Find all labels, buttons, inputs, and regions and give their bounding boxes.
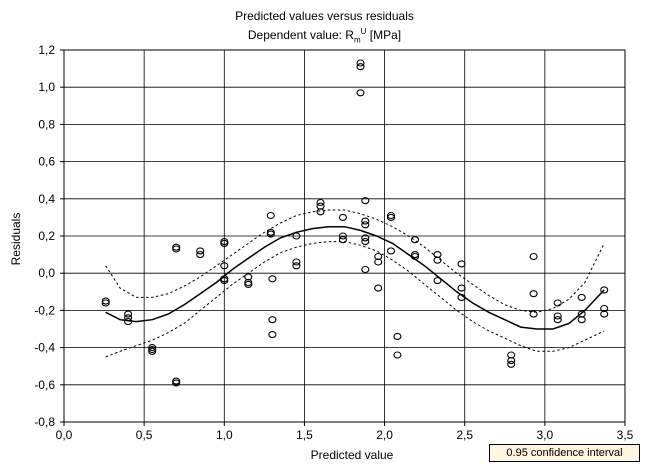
data-point: [457, 284, 466, 292]
y-tick-label: -0,4: [34, 341, 55, 355]
data-point: [410, 236, 420, 244]
y-tick-label: 0,0: [38, 266, 55, 280]
data-point: [196, 247, 205, 255]
data-point: [457, 260, 466, 268]
x-tick-label: 1,0: [216, 428, 233, 442]
y-tick-label: 1,2: [38, 43, 55, 57]
data-point: [124, 318, 133, 326]
data-point: [410, 252, 420, 261]
data-point: [124, 310, 133, 318]
subtitle-superscript: U: [360, 27, 367, 36]
data-point: [600, 310, 609, 318]
data-points: [101, 59, 609, 387]
data-point: [268, 331, 277, 339]
x-tick-label: 0,0: [56, 428, 73, 442]
data-point: [529, 252, 538, 261]
data-point: [266, 211, 275, 220]
data-point: [433, 277, 442, 285]
axis-ticks: 0,0 0,5 1,0 1,5 2,0 2,5 3,0 3,5 -0,8 -0,6 -0,4 -0,2…: [34, 43, 633, 442]
data-point: [220, 262, 229, 270]
x-axis-label: Predicted value: [310, 448, 394, 462]
data-point: [393, 332, 402, 340]
data-point: [338, 232, 347, 240]
data-point: [507, 360, 516, 368]
data-point: [244, 280, 253, 288]
data-point: [553, 316, 562, 324]
data-point: [577, 316, 586, 324]
data-point: [361, 238, 370, 246]
x-tick-label: 2,5: [456, 428, 473, 442]
data-point: [553, 299, 562, 307]
data-point: [292, 232, 301, 240]
data-point: [292, 262, 301, 270]
y-axis-label: Residuals: [9, 212, 23, 266]
data-point: [433, 256, 442, 264]
subtitle-prefix: Dependent value: R: [247, 28, 354, 42]
data-point: [361, 197, 370, 205]
chart-subtitle: Dependent value: RmU [MPa]: [0, 27, 649, 44]
data-point: [374, 258, 383, 266]
data-point: [553, 312, 562, 320]
data-point: [101, 299, 110, 307]
y-tick-label: 0,8: [38, 117, 55, 131]
data-point: [172, 379, 181, 387]
x-tick-label: 1,5: [296, 428, 313, 442]
data-point: [386, 247, 396, 255]
data-point: [196, 251, 205, 259]
y-tick-label: -0,8: [34, 415, 55, 429]
data-point: [148, 347, 157, 355]
subtitle-subscript: m: [353, 35, 361, 45]
data-point: [220, 277, 229, 285]
y-tick-label: -0,6: [34, 378, 55, 392]
fit-curve: [105, 225, 605, 330]
data-point: [361, 217, 370, 225]
y-tick-label: 0,6: [38, 155, 55, 169]
data-point: [361, 234, 370, 242]
data-point: [172, 245, 181, 253]
data-point: [361, 265, 370, 274]
data-point: [361, 221, 370, 229]
grid-lines: [64, 50, 625, 422]
regression-fit-line: [105, 225, 605, 330]
data-point: [338, 236, 347, 244]
data-point: [268, 316, 277, 324]
y-tick-label: -0,2: [34, 303, 55, 317]
data-point: [529, 310, 538, 318]
data-point: [529, 290, 538, 298]
x-tick-label: 2,0: [376, 428, 393, 442]
chart-title: Predicted values versus residuals: [235, 9, 414, 23]
data-point: [507, 357, 516, 365]
data-point: [316, 208, 325, 216]
data-point: [124, 314, 133, 322]
legend-box: 0.95 confidence interval: [489, 444, 640, 462]
x-tick-label: 3,0: [537, 428, 554, 442]
data-point: [220, 239, 229, 247]
data-point: [266, 230, 275, 238]
data-point: [577, 293, 586, 301]
data-point: [600, 286, 609, 294]
y-tick-label: 0,2: [38, 229, 55, 243]
data-point: [374, 284, 383, 292]
data-point: [457, 293, 466, 301]
data-point: [356, 59, 365, 67]
x-tick-label: 0,5: [136, 428, 153, 442]
data-point: [356, 89, 365, 97]
data-point: [268, 275, 277, 283]
data-point: [316, 198, 325, 207]
x-tick-label: 3,5: [617, 428, 634, 442]
data-point: [393, 351, 402, 359]
subtitle-suffix: [MPa]: [366, 28, 402, 42]
y-tick-label: 1,0: [38, 80, 55, 94]
data-point: [292, 258, 301, 266]
data-point: [338, 213, 347, 221]
y-tick-label: 0,4: [38, 192, 55, 206]
data-point: [356, 63, 365, 71]
data-point: [386, 213, 396, 221]
